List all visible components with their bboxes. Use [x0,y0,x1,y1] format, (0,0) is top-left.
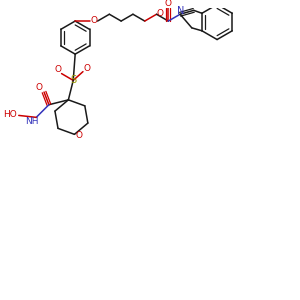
Text: HO: HO [3,110,17,119]
Text: S: S [70,75,76,85]
Text: N: N [177,6,185,16]
Text: O: O [165,0,172,8]
Text: O: O [157,9,164,18]
Text: NH: NH [26,117,39,126]
Text: O: O [36,83,43,92]
Text: O: O [76,131,83,140]
Text: O: O [90,16,97,25]
Text: O: O [83,64,90,73]
Text: O: O [54,65,61,74]
